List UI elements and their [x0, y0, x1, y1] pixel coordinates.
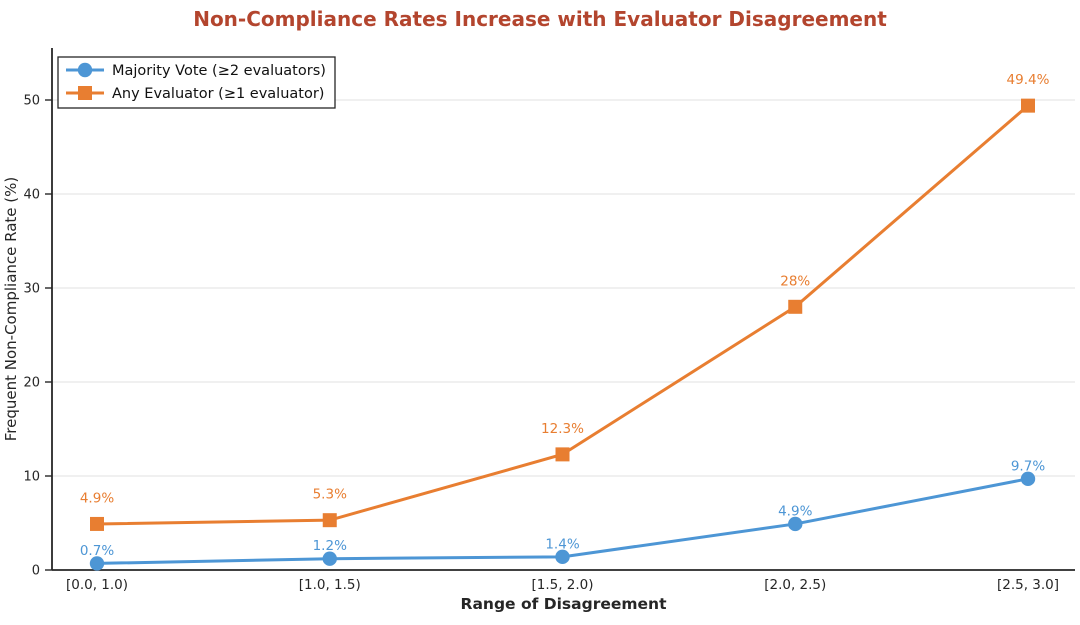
legend-box	[57, 56, 336, 109]
data-point-label: 4.9%	[778, 503, 812, 519]
data-point-marker	[788, 516, 803, 532]
x-tick-label: [1.0, 1.5)	[299, 577, 361, 593]
data-point-marker	[322, 551, 337, 566]
data-point-label: 1.2%	[313, 538, 347, 554]
data-point-label: 49.4%	[1007, 72, 1050, 88]
data-point-marker	[1021, 98, 1035, 113]
y-tick-label: 50	[23, 94, 40, 109]
legend-label: Any Evaluator (≥1 evaluator)	[112, 86, 324, 102]
x-axis-title: Range of Disagreement	[461, 595, 668, 613]
data-point-label: 4.9%	[80, 490, 114, 506]
x-tick-label: [0.0, 1.0)	[66, 577, 128, 593]
y-tick-label: 40	[23, 188, 40, 203]
y-tick-label: 30	[23, 282, 40, 297]
data-point-label: 28%	[780, 273, 810, 289]
data-point-marker	[1020, 471, 1036, 487]
data-point-marker	[788, 299, 803, 314]
data-point-label: 12.3%	[541, 421, 584, 437]
data-point-marker	[90, 516, 104, 531]
y-axis-title: Frequent Non-Compliance Rate (%)	[2, 177, 20, 442]
data-point-marker	[89, 556, 105, 571]
data-point-label: 0.7%	[80, 543, 114, 559]
y-tick-label: 10	[23, 470, 40, 485]
chart-title: Non-Compliance Rates Increase with Evalu…	[193, 7, 887, 31]
x-tick-label: [2.0, 2.5)	[764, 577, 826, 593]
data-point-label: 9.7%	[1011, 458, 1045, 474]
legend-square-marker-icon	[78, 86, 92, 100]
x-tick-label: [2.5, 3.0]	[997, 577, 1059, 593]
data-point-marker	[322, 513, 337, 528]
legend-label: Majority Vote (≥2 evaluators)	[112, 63, 326, 79]
data-point-marker	[555, 447, 570, 462]
data-point-marker	[555, 549, 570, 565]
x-tick-label: [1.5, 2.0)	[531, 577, 593, 593]
legend-circle-marker-icon	[77, 62, 93, 78]
data-point-label: 1.4%	[545, 536, 579, 552]
data-point-label: 5.3%	[313, 487, 347, 503]
y-tick-label: 20	[23, 376, 40, 391]
y-tick-label: 0	[32, 564, 40, 579]
